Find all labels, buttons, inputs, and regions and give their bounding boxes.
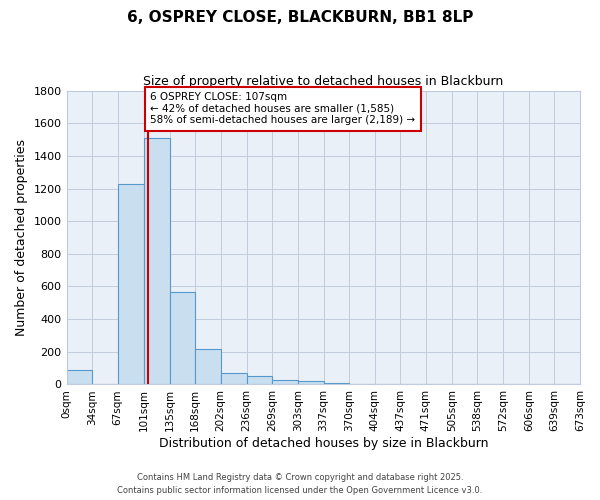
Text: Contains HM Land Registry data © Crown copyright and database right 2025.
Contai: Contains HM Land Registry data © Crown c… bbox=[118, 474, 482, 495]
Title: Size of property relative to detached houses in Blackburn: Size of property relative to detached ho… bbox=[143, 75, 503, 88]
Y-axis label: Number of detached properties: Number of detached properties bbox=[15, 139, 28, 336]
Text: 6 OSPREY CLOSE: 107sqm
← 42% of detached houses are smaller (1,585)
58% of semi-: 6 OSPREY CLOSE: 107sqm ← 42% of detached… bbox=[151, 92, 416, 126]
Bar bbox=[67, 370, 92, 384]
Bar bbox=[323, 383, 349, 384]
Bar bbox=[221, 373, 247, 384]
Bar bbox=[272, 380, 298, 384]
Bar bbox=[143, 138, 170, 384]
Bar bbox=[298, 381, 323, 384]
Bar bbox=[118, 184, 143, 384]
Text: 6, OSPREY CLOSE, BLACKBURN, BB1 8LP: 6, OSPREY CLOSE, BLACKBURN, BB1 8LP bbox=[127, 10, 473, 25]
Bar bbox=[170, 292, 195, 384]
Bar bbox=[247, 376, 272, 384]
X-axis label: Distribution of detached houses by size in Blackburn: Distribution of detached houses by size … bbox=[158, 437, 488, 450]
Bar bbox=[195, 350, 221, 384]
